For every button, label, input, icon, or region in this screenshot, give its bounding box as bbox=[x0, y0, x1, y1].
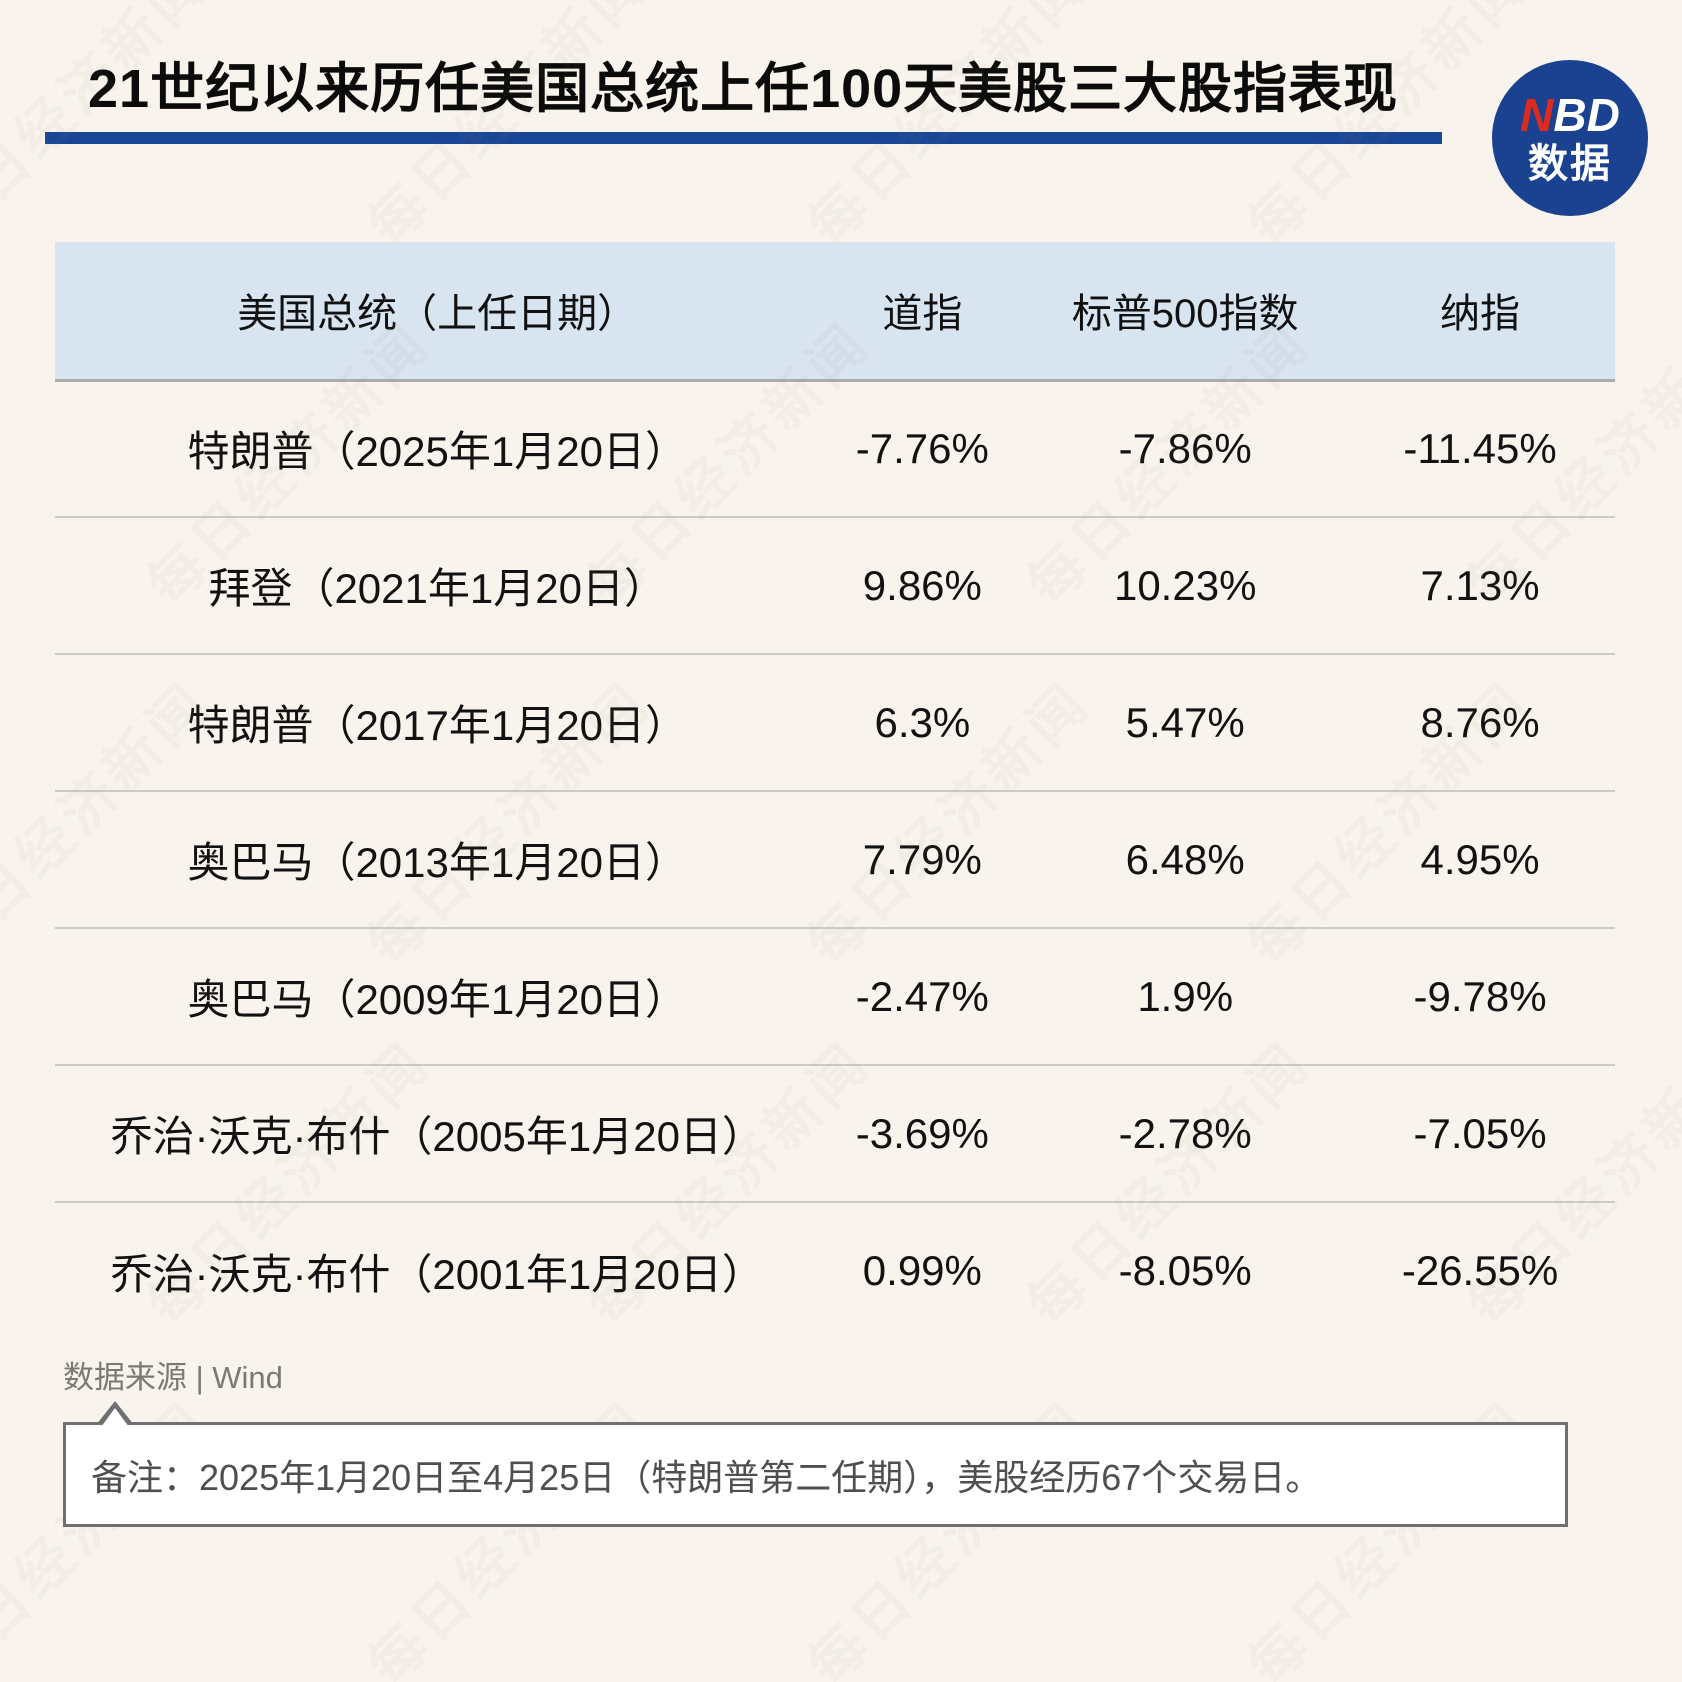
note-box: 备注：2025年1月20日至4月25日（特朗普第二任期），美股经历67个交易日。 bbox=[63, 1401, 1568, 1527]
note-text: 备注：2025年1月20日至4月25日（特朗普第二任期），美股经历67个交易日。 bbox=[91, 1456, 1322, 1498]
nbd-logo-bd: BD bbox=[1553, 88, 1620, 141]
data-source: 数据来源 | Wind bbox=[63, 1360, 283, 1395]
president-cell: 乔治·沃克·布什（2005年1月20日） bbox=[110, 1113, 764, 1160]
nbd-logo: NBD 数据 bbox=[1492, 60, 1648, 216]
watermark-text: 每日经济新闻 bbox=[0, 0, 223, 258]
president-cell: 奥巴马（2013年1月20日） bbox=[187, 839, 687, 886]
column-header-sp500: 标普500指数 bbox=[1071, 292, 1299, 337]
note-pointer-fill bbox=[101, 1408, 129, 1427]
column-header-nasdaq: 纳指 bbox=[1440, 292, 1521, 337]
nasdaq-value-cell: -9.78% bbox=[1413, 972, 1547, 1020]
dow-value-cell: 6.3% bbox=[874, 698, 971, 746]
president-cell: 拜登（2021年1月20日） bbox=[208, 565, 666, 612]
watermark-text: 每日经济新闻 bbox=[355, 0, 663, 258]
table-row: 拜登（2021年1月20日） 9.86% 10.23% 7.13% bbox=[55, 517, 1615, 654]
sp500-value-cell: -7.86% bbox=[1118, 424, 1252, 472]
sp500-value-cell: 10.23% bbox=[1113, 561, 1257, 609]
nbd-logo-text: NBD bbox=[1520, 91, 1620, 139]
sp500-value-cell: -2.78% bbox=[1118, 1109, 1252, 1157]
sp500-value-cell: 5.47% bbox=[1125, 698, 1245, 746]
nasdaq-value-cell: 7.13% bbox=[1420, 561, 1540, 609]
dow-value-cell: 9.86% bbox=[862, 561, 982, 609]
president-cell: 奥巴马（2009年1月20日） bbox=[187, 976, 687, 1023]
column-header-president: 美国总统（上任日期） bbox=[237, 292, 638, 337]
table-row: 特朗普（2025年1月20日） -7.76% -7.86% -11.45% bbox=[55, 380, 1615, 517]
dow-value-cell: -2.47% bbox=[855, 972, 989, 1020]
table-row: 奥巴马（2013年1月20日） 7.79% 6.48% 4.95% bbox=[55, 791, 1615, 928]
watermark-text: 每日经济新闻 bbox=[795, 0, 1103, 258]
president-cell: 乔治·沃克·布什（2001年1月20日） bbox=[110, 1250, 764, 1298]
column-header-dow: 道指 bbox=[882, 292, 963, 337]
nasdaq-value-cell: -11.45% bbox=[1403, 424, 1557, 472]
performance-table: 美国总统（上任日期） 道指 标普500指数 纳指 特朗普（2025年1月20日）… bbox=[55, 242, 1615, 1339]
table-row: 奥巴马（2009年1月20日） -2.47% 1.9% -9.78% bbox=[55, 928, 1615, 1065]
table-header: 美国总统（上任日期） 道指 标普500指数 纳指 bbox=[55, 242, 1615, 380]
page-title: 21世纪以来历任美国总统上任100天美股三大股指表现 bbox=[88, 59, 1399, 119]
nasdaq-value-cell: 8.76% bbox=[1420, 698, 1540, 746]
nasdaq-value-cell: 4.95% bbox=[1420, 835, 1540, 883]
table-header-row: 美国总统（上任日期） 道指 标普500指数 纳指 bbox=[55, 242, 1615, 380]
dow-value-cell: 0.99% bbox=[862, 1247, 982, 1294]
nbd-logo-subtext: 数据 bbox=[1528, 142, 1612, 187]
table-row: 特朗普（2017年1月20日） 6.3% 5.47% 8.76% bbox=[55, 654, 1615, 791]
sp500-value-cell: -8.05% bbox=[1118, 1247, 1252, 1294]
table-row: 乔治·沃克·布什（2001年1月20日） 0.99% -8.05% -26.55… bbox=[55, 1202, 1615, 1339]
sp500-value-cell: 6.48% bbox=[1125, 835, 1245, 883]
sp500-value-cell: 1.9% bbox=[1137, 972, 1234, 1020]
dow-value-cell: -3.69% bbox=[855, 1109, 989, 1157]
president-cell: 特朗普（2025年1月20日） bbox=[187, 428, 687, 476]
table-row: 乔治·沃克·布什（2005年1月20日） -3.69% -2.78% -7.05… bbox=[55, 1065, 1615, 1202]
dow-value-cell: 7.79% bbox=[862, 835, 982, 883]
nbd-logo-n: N bbox=[1520, 88, 1554, 141]
president-cell: 特朗普（2017年1月20日） bbox=[187, 702, 687, 749]
nasdaq-value-cell: -7.05% bbox=[1413, 1109, 1547, 1157]
dow-value-cell: -7.76% bbox=[855, 424, 989, 472]
title-underline bbox=[45, 132, 1442, 144]
table-body: 特朗普（2025年1月20日） -7.76% -7.86% -11.45% 拜登… bbox=[55, 380, 1615, 1339]
nasdaq-value-cell: -26.55% bbox=[1401, 1247, 1559, 1294]
